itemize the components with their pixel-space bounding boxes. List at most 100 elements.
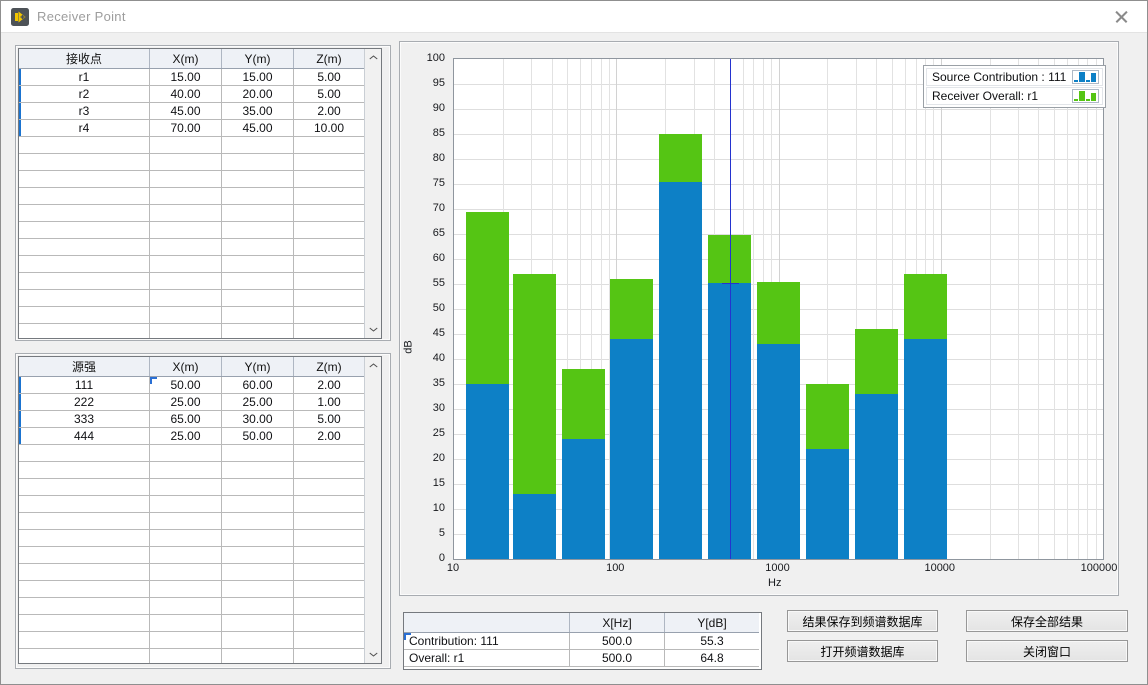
cursor-crosshair[interactable] (722, 283, 739, 284)
plot-area[interactable] (453, 58, 1104, 560)
table-row-empty (19, 307, 364, 324)
cell (150, 154, 222, 170)
column-header[interactable]: Y[dB] (665, 613, 759, 632)
cell: 45.00 (222, 120, 294, 136)
table-row[interactable]: r470.0045.0010.00 (19, 120, 364, 137)
cell (150, 547, 222, 563)
cell (150, 188, 222, 204)
cell: 20.00 (222, 86, 294, 102)
vertical-scrollbar[interactable] (364, 357, 381, 663)
legend-item-contribution[interactable]: Source Contribution : 111 (926, 68, 1103, 86)
column-header[interactable]: X(m) (150, 357, 222, 376)
x-tick-label: 10000 (924, 562, 955, 574)
table-row[interactable]: Contribution: 111500.055.3 (404, 633, 759, 650)
vertical-scrollbar[interactable] (364, 49, 381, 338)
y-tick-label: 20 (411, 452, 445, 464)
cursor-line[interactable] (730, 59, 731, 559)
bar-chart-icon-blue (1072, 70, 1099, 84)
cursor-readout-table: X[Hz]Y[dB]Contribution: 111500.055.3Over… (403, 612, 762, 670)
y-tick-label: 60 (411, 252, 445, 264)
cell (19, 290, 150, 306)
receiver-point-table[interactable]: 接收点X(m)Y(m)Z(m)r115.0015.005.00r240.0020… (18, 48, 382, 339)
bar-contribution (659, 182, 702, 560)
table-row[interactable]: r240.0020.005.00 (19, 86, 364, 103)
cell (19, 598, 150, 614)
column-header[interactable]: 源强 (19, 357, 150, 376)
cell (222, 547, 294, 563)
cell (294, 462, 364, 478)
close-window-button[interactable]: 关闭窗口 (966, 640, 1128, 662)
bar-contribution (610, 339, 653, 559)
source-strength-table[interactable]: 源强X(m)Y(m)Z(m)11150.0060.002.0022225.002… (18, 356, 382, 664)
table-row[interactable]: Overall: r1500.064.8 (404, 650, 759, 667)
cell: 60.00 (222, 377, 294, 393)
save-to-spectrum-db-button[interactable]: 结果保存到频谱数据库 (787, 610, 938, 632)
cell (19, 564, 150, 580)
cell: 70.00 (150, 120, 222, 136)
table-row[interactable]: 22225.0025.001.00 (19, 394, 364, 411)
cell (19, 188, 150, 204)
cell: 25.00 (222, 394, 294, 410)
column-header[interactable]: X[Hz] (570, 613, 665, 632)
scroll-up-button[interactable] (365, 49, 381, 66)
scroll-up-button[interactable] (365, 357, 381, 374)
scroll-down-button[interactable] (365, 321, 381, 338)
y-tick-label: 80 (411, 152, 445, 164)
cell (294, 290, 364, 306)
bar-contribution (562, 439, 605, 559)
bar-contribution (513, 494, 556, 559)
cell (294, 188, 364, 204)
y-tick-label: 0 (411, 552, 445, 564)
cell (222, 256, 294, 272)
cell (294, 222, 364, 238)
cell (19, 615, 150, 631)
title-bar: Receiver Point (1, 1, 1147, 33)
cell (150, 222, 222, 238)
table-row[interactable]: r115.0015.005.00 (19, 69, 364, 86)
cell (150, 564, 222, 580)
table-row-empty (19, 171, 364, 188)
open-spectrum-db-button[interactable]: 打开频谱数据库 (787, 640, 938, 662)
legend-label: Receiver Overall: r1 (932, 89, 1038, 103)
table-row-empty (19, 513, 364, 530)
cell (150, 581, 222, 597)
table-row[interactable]: 44425.0050.002.00 (19, 428, 364, 445)
column-header[interactable]: Z(m) (294, 357, 364, 376)
column-header[interactable]: X(m) (150, 49, 222, 68)
gridline (1078, 59, 1079, 559)
table-header: 接收点X(m)Y(m)Z(m) (19, 49, 364, 69)
row-selection-marker (19, 69, 21, 85)
column-header[interactable]: Y(m) (222, 357, 294, 376)
cell (19, 324, 150, 339)
y-tick-label: 95 (411, 77, 445, 89)
cell: 500.0 (570, 650, 665, 666)
gridline (1067, 59, 1068, 559)
cell (294, 581, 364, 597)
cell (19, 239, 150, 255)
table-row-empty (19, 239, 364, 256)
cell (222, 632, 294, 648)
close-icon[interactable] (1111, 7, 1133, 27)
cell (294, 137, 364, 153)
column-header[interactable]: Z(m) (294, 49, 364, 68)
scroll-down-button[interactable] (365, 646, 381, 663)
table-row[interactable]: 11150.0060.002.00 (19, 377, 364, 394)
column-header[interactable] (404, 613, 570, 632)
table-row[interactable]: 33365.0030.005.00 (19, 411, 364, 428)
column-header[interactable]: Y(m) (222, 49, 294, 68)
cell: 5.00 (294, 411, 364, 427)
gridline (1096, 59, 1097, 559)
bar-contribution (466, 384, 509, 559)
table-row-empty (19, 137, 364, 154)
x-tick-label: 100000 (1081, 562, 1118, 574)
cell (19, 205, 150, 221)
table-row-empty (19, 496, 364, 513)
cell: 2.00 (294, 103, 364, 119)
legend-label: Source Contribution : 111 (932, 70, 1066, 84)
save-all-results-button[interactable]: 保存全部结果 (966, 610, 1128, 632)
legend-item-overall[interactable]: Receiver Overall: r1 (926, 87, 1103, 105)
column-header[interactable]: 接收点 (19, 49, 150, 68)
cell (294, 649, 364, 664)
table-row[interactable]: r345.0035.002.00 (19, 103, 364, 120)
cell (294, 479, 364, 495)
